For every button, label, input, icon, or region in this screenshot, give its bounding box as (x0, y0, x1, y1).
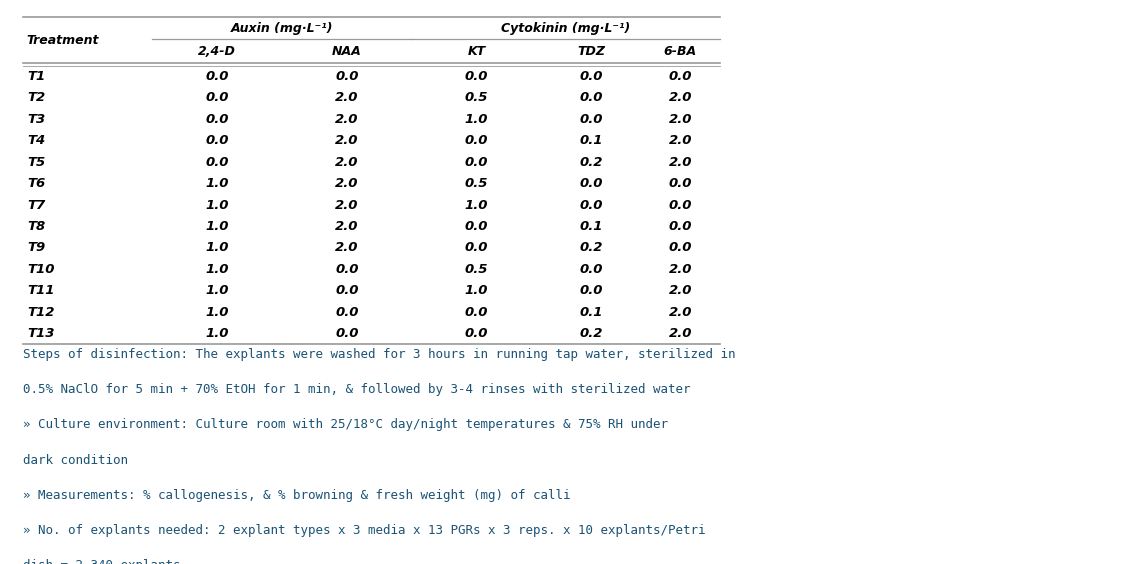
Text: 0.1: 0.1 (580, 220, 602, 233)
Text: T9: T9 (27, 241, 45, 254)
Text: 2.0: 2.0 (335, 113, 359, 126)
Text: 0.0: 0.0 (465, 134, 488, 147)
Text: 2.0: 2.0 (335, 134, 359, 147)
Text: 1.0: 1.0 (205, 177, 229, 190)
Text: T3: T3 (27, 113, 45, 126)
Text: » Culture environment: Culture room with 25/18°C day/night temperatures & 75% RH: » Culture environment: Culture room with… (23, 418, 668, 431)
Text: 0.0: 0.0 (580, 91, 602, 104)
Text: 2.0: 2.0 (335, 91, 359, 104)
Text: T7: T7 (27, 199, 45, 212)
Text: 0.0: 0.0 (580, 113, 602, 126)
Text: dark condition: dark condition (23, 453, 127, 466)
Text: 0.5: 0.5 (465, 263, 488, 276)
Text: KT: KT (467, 45, 486, 58)
Text: 2.0: 2.0 (335, 156, 359, 169)
Text: 0.1: 0.1 (580, 134, 602, 147)
Text: 0.0: 0.0 (465, 306, 488, 319)
Text: 6-BA: 6-BA (663, 45, 697, 58)
Text: T6: T6 (27, 177, 45, 190)
Text: 0.0: 0.0 (205, 134, 229, 147)
Text: 0.2: 0.2 (580, 327, 602, 340)
Text: Steps of disinfection: The explants were washed for 3 hours in running tap water: Steps of disinfection: The explants were… (23, 349, 735, 362)
Text: 1.0: 1.0 (205, 284, 229, 297)
Text: 0.2: 0.2 (580, 241, 602, 254)
Text: 0.0: 0.0 (335, 284, 359, 297)
Text: 2.0: 2.0 (669, 91, 691, 104)
Text: 0.0: 0.0 (335, 327, 359, 340)
Text: 1.0: 1.0 (205, 327, 229, 340)
Text: 0.2: 0.2 (580, 156, 602, 169)
Text: 0.0: 0.0 (205, 70, 229, 83)
Text: Auxin (mg·L⁻¹): Auxin (mg·L⁻¹) (231, 21, 333, 34)
Text: 0.0: 0.0 (335, 70, 359, 83)
Text: 2.0: 2.0 (669, 134, 691, 147)
Text: 2.0: 2.0 (669, 306, 691, 319)
Text: TDZ: TDZ (578, 45, 605, 58)
Text: 1.0: 1.0 (205, 220, 229, 233)
Text: 0.0: 0.0 (465, 327, 488, 340)
Text: T10: T10 (27, 263, 54, 276)
Text: T12: T12 (27, 306, 54, 319)
Text: 1.0: 1.0 (205, 263, 229, 276)
Text: 1.0: 1.0 (465, 113, 488, 126)
Text: 0.0: 0.0 (580, 199, 602, 212)
Text: 0.0: 0.0 (669, 241, 691, 254)
Text: 0.0: 0.0 (205, 113, 229, 126)
Text: 0.1: 0.1 (580, 306, 602, 319)
Text: 1.0: 1.0 (205, 199, 229, 212)
Text: 1.0: 1.0 (465, 199, 488, 212)
Text: 0.0: 0.0 (335, 306, 359, 319)
Text: dish = 2,340 explants: dish = 2,340 explants (23, 559, 180, 564)
Text: Treatment: Treatment (26, 34, 98, 47)
Text: 0.0: 0.0 (335, 263, 359, 276)
Text: T11: T11 (27, 284, 54, 297)
Text: T5: T5 (27, 156, 45, 169)
Text: 0.0: 0.0 (669, 177, 691, 190)
Text: T2: T2 (27, 91, 45, 104)
Text: 0.0: 0.0 (580, 284, 602, 297)
Text: T4: T4 (27, 134, 45, 147)
Text: T1: T1 (27, 70, 45, 83)
Text: 0.0: 0.0 (669, 199, 691, 212)
Text: 1.0: 1.0 (205, 241, 229, 254)
Text: 2.0: 2.0 (335, 220, 359, 233)
Text: 0.0: 0.0 (580, 70, 602, 83)
Text: Cytokinin (mg·L⁻¹): Cytokinin (mg·L⁻¹) (501, 21, 631, 34)
Text: 2.0: 2.0 (669, 263, 691, 276)
Text: 0.0: 0.0 (465, 70, 488, 83)
Text: NAA: NAA (332, 45, 362, 58)
Text: » Measurements: % callogenesis, & % browning & fresh weight (mg) of calli: » Measurements: % callogenesis, & % brow… (23, 488, 570, 501)
Text: 0.0: 0.0 (669, 70, 691, 83)
Text: 0.0: 0.0 (465, 241, 488, 254)
Text: 2,4-D: 2,4-D (199, 45, 236, 58)
Text: 2.0: 2.0 (669, 156, 691, 169)
Text: 0.0: 0.0 (580, 263, 602, 276)
Text: 2.0: 2.0 (335, 241, 359, 254)
Text: 0.0: 0.0 (205, 91, 229, 104)
Text: 2.0: 2.0 (669, 113, 691, 126)
Text: 2.0: 2.0 (669, 327, 691, 340)
Text: 0.5: 0.5 (465, 91, 488, 104)
Text: 0.0: 0.0 (205, 156, 229, 169)
Text: 1.0: 1.0 (205, 306, 229, 319)
Text: 0.0: 0.0 (580, 177, 602, 190)
Text: 0.0: 0.0 (465, 156, 488, 169)
Text: 0.5: 0.5 (465, 177, 488, 190)
Text: 1.0: 1.0 (465, 284, 488, 297)
Text: 2.0: 2.0 (335, 199, 359, 212)
Text: T13: T13 (27, 327, 54, 340)
Text: 0.0: 0.0 (669, 220, 691, 233)
Text: T8: T8 (27, 220, 45, 233)
Text: 0.5% NaClO for 5 min + 70% EtOH for 1 min, & followed by 3-4 rinses with sterili: 0.5% NaClO for 5 min + 70% EtOH for 1 mi… (23, 384, 690, 396)
Text: 2.0: 2.0 (669, 284, 691, 297)
Text: » No. of explants needed: 2 explant types x 3 media x 13 PGRs x 3 reps. x 10 exp: » No. of explants needed: 2 explant type… (23, 524, 705, 537)
Text: 0.0: 0.0 (465, 220, 488, 233)
Text: 2.0: 2.0 (335, 177, 359, 190)
